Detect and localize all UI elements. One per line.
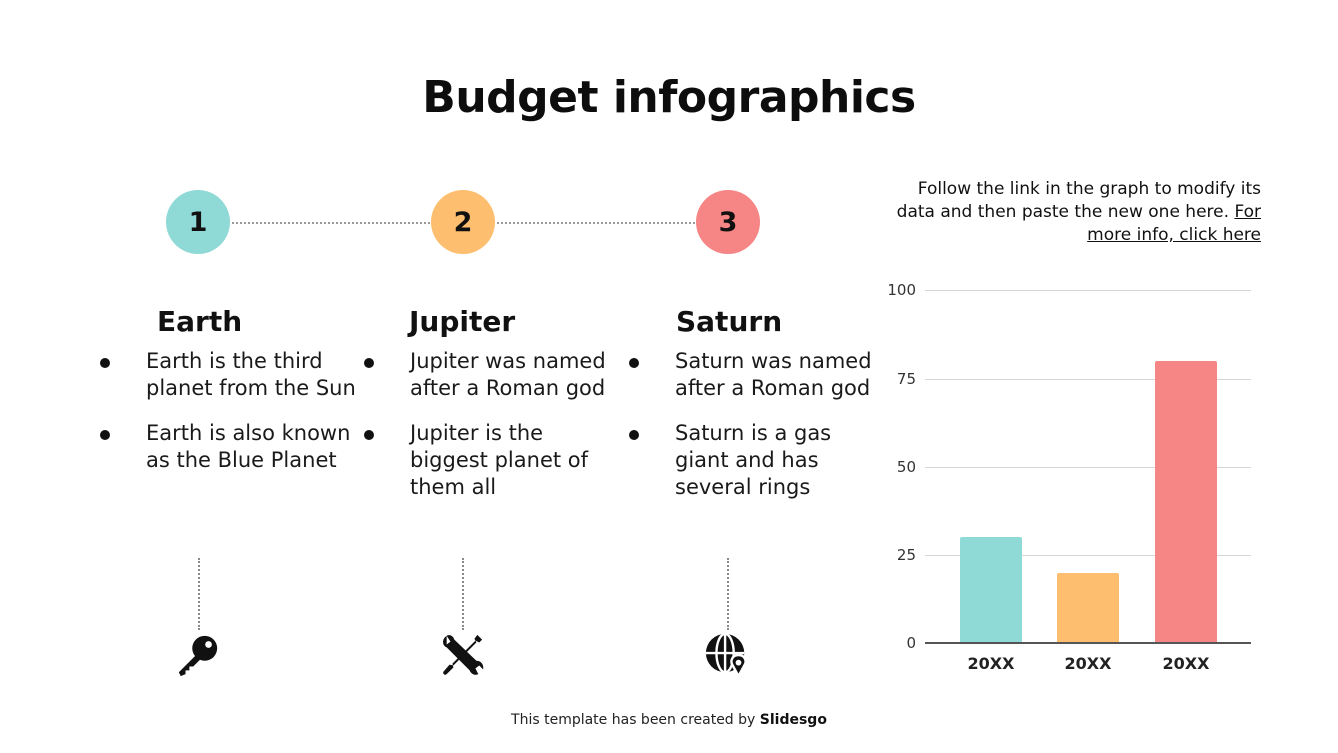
tools-icon xyxy=(443,634,484,675)
bar-chart: 100 75 50 25 0 20XX 20XX 20XX xyxy=(870,275,1270,695)
step-number: 2 xyxy=(453,206,473,238)
footer-text: This template has been created by xyxy=(511,712,756,728)
bullet-list: Jupiter was named after a Roman god Jupi… xyxy=(364,348,624,501)
key-icon xyxy=(178,635,218,677)
step-number: 1 xyxy=(188,206,208,238)
footer-brand: Slidesgo xyxy=(759,712,827,728)
gridline-100 xyxy=(925,290,1251,291)
bullet-list: Saturn was named after a Roman god Satur… xyxy=(629,348,889,501)
x-axis xyxy=(925,642,1251,644)
y-tick-label: 75 xyxy=(896,370,916,388)
step-circle-1: 1 xyxy=(166,190,230,254)
bar-2 xyxy=(1057,573,1119,643)
column-saturn: Saturn Saturn was named after a Roman go… xyxy=(629,305,889,519)
bullet-icon xyxy=(629,430,639,440)
more-info-link[interactable]: For more info, click here xyxy=(1087,202,1261,245)
y-tick-label: 25 xyxy=(896,546,916,564)
y-tick-label: 50 xyxy=(896,458,916,476)
bullet-icon xyxy=(100,358,110,368)
x-tick-label: 20XX xyxy=(1064,654,1112,673)
footer-credit: This template has been created by Slides… xyxy=(0,712,1338,728)
y-tick-label: 0 xyxy=(906,634,916,652)
step-circle-3: 3 xyxy=(696,190,760,254)
bar-1 xyxy=(960,537,1022,643)
connector-line xyxy=(497,222,695,224)
gridline-25 xyxy=(925,555,1251,556)
column-heading: Jupiter xyxy=(409,305,516,338)
column-heading: Saturn xyxy=(676,305,783,338)
gridline-50 xyxy=(925,467,1251,468)
bar-3 xyxy=(1155,361,1217,643)
x-tick-label: 20XX xyxy=(967,654,1015,673)
y-tick-label: 100 xyxy=(887,281,916,299)
gridline-75 xyxy=(925,379,1251,380)
bullet-icon xyxy=(364,358,374,368)
step-circle-2: 2 xyxy=(431,190,495,254)
x-tick-label: 20XX xyxy=(1162,654,1210,673)
list-item: Saturn is a gas giant and has several ri… xyxy=(629,420,889,501)
list-item: Jupiter is the biggest planet of them al… xyxy=(364,420,624,501)
connector-line xyxy=(462,558,464,630)
list-item: Earth is also known as the Blue Planet xyxy=(100,420,360,474)
column-jupiter: Jupiter Jupiter was named after a Roman … xyxy=(364,305,624,519)
chart-note: Follow the link in the graph to modify i… xyxy=(881,178,1261,247)
column-earth: Earth Earth is the third planet from the… xyxy=(100,305,360,492)
list-item: Jupiter was named after a Roman god xyxy=(364,348,624,402)
step-number: 3 xyxy=(718,206,738,238)
note-text: Follow the link in the graph to modify i… xyxy=(896,179,1261,222)
connector-line xyxy=(198,558,200,630)
globe-location-icon xyxy=(705,632,747,678)
bullet-icon xyxy=(364,430,374,440)
bullet-icon xyxy=(629,358,639,368)
page-title: Budget infographics xyxy=(422,72,916,123)
list-item: Earth is the third planet from the Sun xyxy=(100,348,360,402)
bullet-list: Earth is the third planet from the Sun E… xyxy=(100,348,360,474)
column-heading: Earth xyxy=(157,305,243,338)
list-item: Saturn was named after a Roman god xyxy=(629,348,889,402)
connector-line xyxy=(727,558,729,630)
bullet-icon xyxy=(100,430,110,440)
connector-line xyxy=(232,222,430,224)
